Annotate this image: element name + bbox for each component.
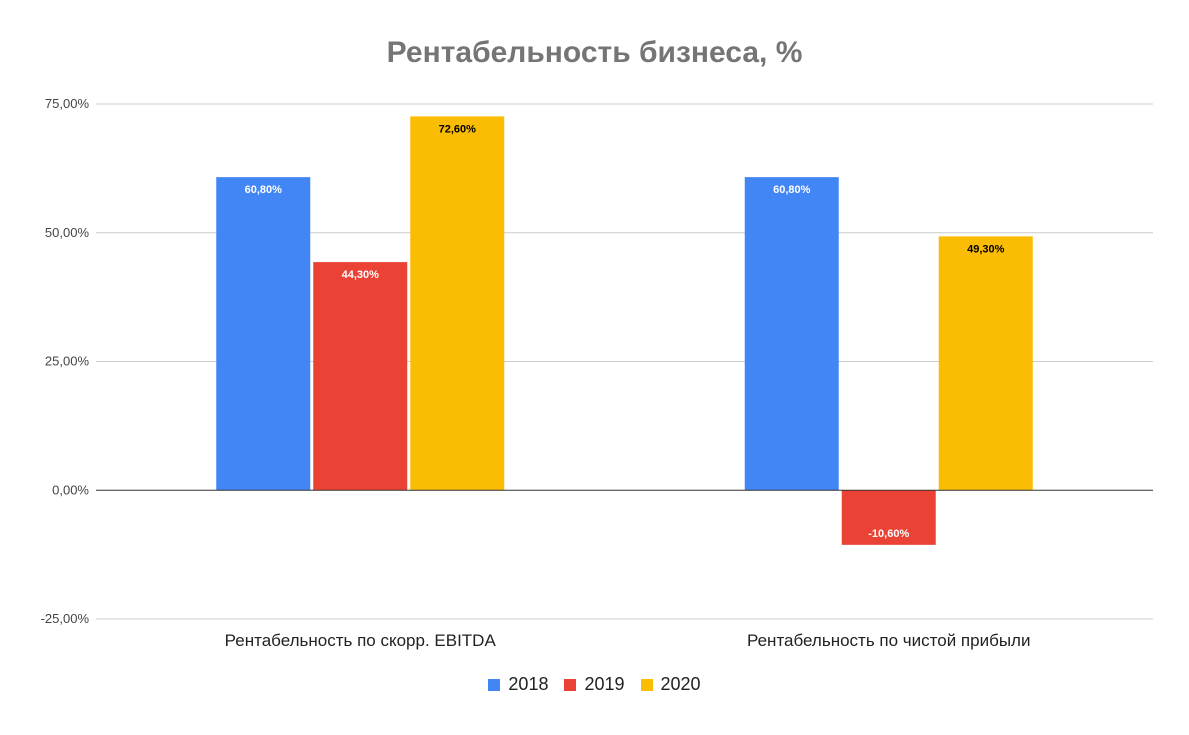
legend-swatch [488,679,501,691]
bar-2020 [410,116,505,491]
legend-item: 2018 [488,674,548,695]
data-label: 49,30% [967,243,1005,255]
legend: 2018 2019 2020 [0,674,1189,695]
legend-item: 2020 [640,674,701,695]
bar-2018 [744,177,839,491]
data-label: 60,80% [245,184,283,196]
legend-item: 2019 [564,674,625,695]
y-tick-label: 75,00% [45,96,90,111]
legend-swatch [564,679,577,691]
y-tick-label: -25,00% [41,611,90,626]
data-label: 72,60% [439,123,477,135]
data-label: 60,80% [773,184,811,196]
bar-2018 [216,177,311,491]
bar-2020 [938,236,1033,491]
y-tick-label: 25,00% [45,354,90,369]
legend-swatch [640,679,653,691]
y-tick-label: 0,00% [52,482,89,497]
x-category-label: Рентабельность по скорр. EBITDA [225,631,497,650]
chart-title: Рентабельность бизнеса, % [386,36,803,69]
y-tick-label: 50,00% [45,225,90,240]
bar-2019 [841,490,936,545]
legend-label: 2019 [584,674,625,694]
x-axis-categories: Рентабельность по скорр. EBITDA Рентабель… [225,631,1031,650]
x-category-label: Рентабельность по чистой прибыли [747,631,1030,650]
bars [216,116,1033,545]
data-labels: 60,80% 44,30% 72,60% 60,80% -10,60% 49,30% [245,123,1005,539]
legend-label: 2018 [508,674,549,694]
bar-2019 [313,262,408,491]
data-label: 44,30% [342,269,380,281]
data-label: -10,60% [868,528,909,540]
legend-label: 2020 [660,674,701,694]
y-axis-ticks: -25,00% 0,00% 25,00% 50,00% 75,00% [41,96,90,626]
